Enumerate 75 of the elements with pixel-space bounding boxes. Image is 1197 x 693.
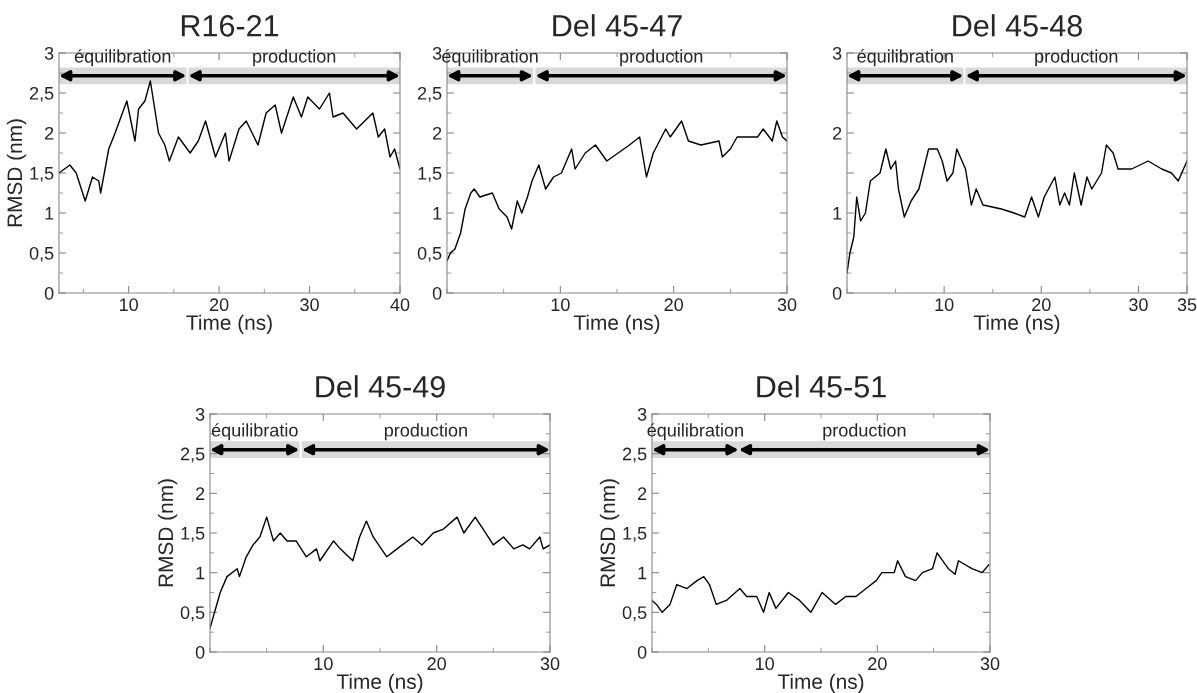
x-tick-label: 20 xyxy=(209,298,229,312)
chart-title: Del 45-47 xyxy=(553,14,682,37)
x-tick-label: 30 xyxy=(1129,298,1148,312)
y-tick-label: 1 xyxy=(638,566,647,580)
y-axis-title: RMSD (nm) xyxy=(599,479,620,587)
x-tick-label: 35 xyxy=(1177,298,1197,312)
line-series xyxy=(652,552,990,614)
x-tick-label: 20 xyxy=(1032,298,1051,312)
y-tick-label: 2,5 xyxy=(622,447,647,463)
y-tick-label: 0 xyxy=(832,286,842,300)
y-tick-label: 1 xyxy=(433,207,442,220)
y-tick-label: 0,5 xyxy=(29,246,54,262)
x-tick-label: 30 xyxy=(980,657,1000,671)
y-tick-label: 2 xyxy=(638,487,647,500)
y-tick-label: 1,5 xyxy=(623,527,647,542)
x-tick-label: 10 xyxy=(756,657,774,671)
y-tick-label: 1 xyxy=(45,207,54,220)
y-tick-label: 2,5 xyxy=(29,86,54,102)
y-tick-label: 1,5 xyxy=(30,167,54,182)
y-tick-label: 2 xyxy=(196,487,205,500)
band-label: équilibration xyxy=(857,49,953,67)
band-label: production xyxy=(1035,49,1118,67)
y-tick-label: 0,5 xyxy=(417,246,442,262)
y-tick-label: 0 xyxy=(637,645,647,659)
chart-title: Del 45-49 xyxy=(316,375,445,398)
y-tick-label: 3 xyxy=(637,407,647,421)
x-tick-label: 30 xyxy=(540,657,560,671)
y-tick-label: 2 xyxy=(45,126,54,140)
band-label: production xyxy=(620,49,703,67)
x-tick-label: 10 xyxy=(119,298,138,312)
band-label: équilibratio xyxy=(211,423,298,441)
y-axis-title: RMSD (nm) xyxy=(157,479,178,587)
x-axis-title: Time (ns) xyxy=(186,314,272,335)
y-tick-label: 0,5 xyxy=(622,606,647,622)
band-label: équilibration xyxy=(442,49,538,67)
y-tick-label: 2,5 xyxy=(180,447,205,463)
y-tick-label: 3 xyxy=(432,46,442,60)
line-series xyxy=(59,80,400,202)
y-tick-label: 0,5 xyxy=(180,606,205,622)
band-label: équilibration xyxy=(74,49,171,67)
x-tick-label: 10 xyxy=(314,657,333,671)
x-tick-label: 30 xyxy=(300,298,319,312)
x-tick-label: 40 xyxy=(390,298,410,312)
x-tick-label: 20 xyxy=(427,657,446,671)
y-tick-label: 3 xyxy=(832,46,842,60)
y-tick-label: 1 xyxy=(196,566,205,580)
x-axis-title: Time (ns) xyxy=(573,314,660,335)
y-tick-label: 0 xyxy=(195,645,205,659)
band-label: production xyxy=(384,423,467,441)
x-axis-title: Time (ns) xyxy=(336,673,423,693)
y-tick-label: 2,5 xyxy=(417,86,442,102)
band-label: équilibration xyxy=(647,423,743,441)
y-tick-label: 3 xyxy=(195,407,205,421)
x-tick-label: 30 xyxy=(777,298,797,312)
y-tick-label: 0 xyxy=(44,286,54,300)
x-tick-label: 10 xyxy=(551,298,570,312)
chart-title: Del 45-48 xyxy=(953,14,1082,37)
band-label: production xyxy=(253,49,336,67)
x-tick-label: 10 xyxy=(935,298,954,312)
line-series xyxy=(447,120,787,262)
y-tick-label: 1,5 xyxy=(181,527,205,542)
y-tick-label: 0 xyxy=(432,286,442,300)
chart-title: Del 45-51 xyxy=(757,375,886,398)
y-tick-label: 2 xyxy=(433,126,442,140)
y-tick-label: 2 xyxy=(833,126,842,140)
y-tick-label: 3 xyxy=(44,46,54,60)
x-tick-label: 20 xyxy=(664,298,683,312)
y-axis-title: RMSD (nm) xyxy=(6,119,27,227)
band-label: production xyxy=(823,423,906,441)
chart-title: R16-21 xyxy=(181,15,279,37)
x-axis-title: Time (ns) xyxy=(973,314,1060,335)
x-axis-title: Time (ns) xyxy=(777,673,864,693)
y-tick-label: 1 xyxy=(833,207,842,220)
x-tick-label: 20 xyxy=(868,657,887,671)
y-tick-label: 1,5 xyxy=(418,167,442,182)
